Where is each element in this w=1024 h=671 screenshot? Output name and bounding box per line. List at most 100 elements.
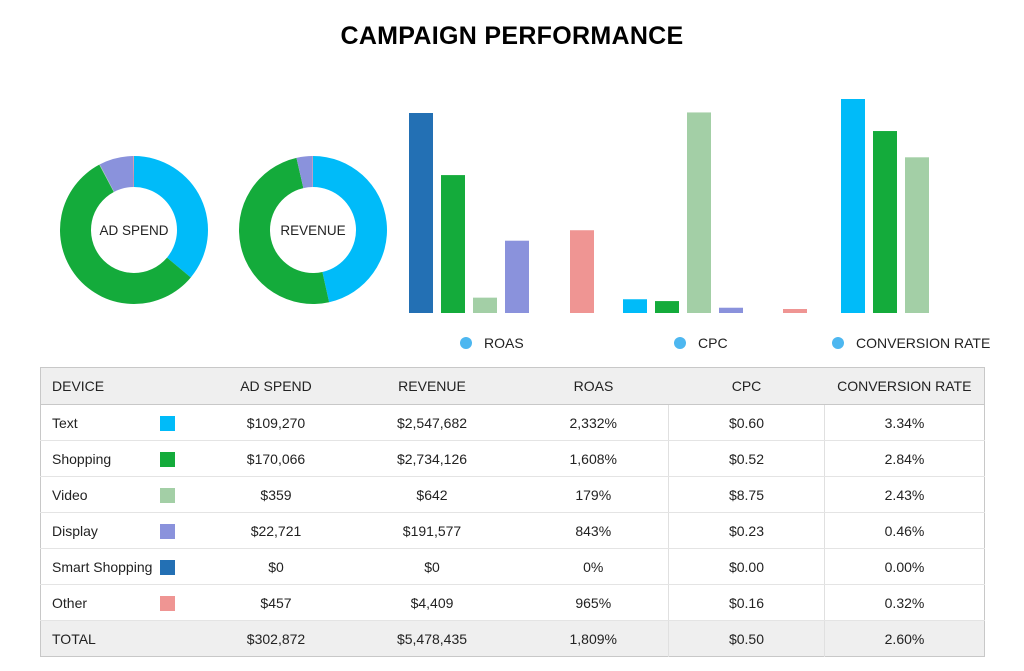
device-cell: Other [40,584,159,621]
cpc-cell: $0.52 [668,440,825,477]
bar-cpc-shopping [655,301,679,313]
revenue-cell: $642 [345,476,519,513]
color-swatch-cell [158,476,207,513]
ad-spend-cell: $359 [206,476,346,513]
color-swatch-cell [158,440,207,477]
legend-dot-icon [460,337,472,349]
ad-spend-cell: $457 [206,584,346,621]
donut-slice-text [134,156,209,278]
revenue-cell: $191,577 [345,512,519,549]
conversion-rate-cell: 3.34% [824,404,985,441]
donut-slice-shopping [238,157,330,305]
revenue-cell: $0 [345,548,519,585]
chart-title: CAMPAIGN PERFORMANCE [340,22,684,50]
conversion-rate-cell: 2.84% [824,440,985,477]
donut-slice-other [133,156,134,188]
header-revenue: REVENUE [345,367,519,405]
roas-cell: 179% [518,476,669,513]
cpc-cell: $8.75 [668,476,825,513]
empty-cell [158,620,207,657]
table-row: Other $457 $4,409 965% $0.16 0.32% [40,584,985,621]
bar-roas-other [570,230,594,313]
table-row: Text $109,270 $2,547,682 2,332% $0.60 3.34% [40,404,985,441]
device-table: DEVICE AD SPEND REVENUE ROAS CPC CONVERS… [40,367,985,657]
roas-cell: 965% [518,584,669,621]
bar-conversion-rate-video [905,157,929,313]
conversion-rate-cell: 0.00% [824,548,985,585]
donut-slice-text [313,156,387,303]
color-swatch-cell [158,512,207,549]
legend-label-roas: ROAS [484,335,524,351]
conversion-rate-cell: 2.43% [824,476,985,513]
table-header-row: DEVICE AD SPEND REVENUE ROAS CPC CONVERS… [40,367,985,405]
donut-slice-video [99,164,115,193]
color-swatch-cell [158,548,207,585]
header-cpc: CPC [668,367,825,405]
color-swatch [159,523,175,539]
donut-slice-display [99,156,134,192]
bar-cpc-text [623,299,647,313]
roas-cell: 2,332% [518,404,669,441]
cpc-cell: $0.60 [668,404,825,441]
color-swatch [159,451,175,467]
bar-roas-shopping [441,175,465,313]
ad-spend-cell: $22,721 [206,512,346,549]
total-revenue-cell: $5,478,435 [345,620,519,657]
color-swatch [159,415,175,431]
header-roas: ROAS [518,367,669,405]
table-row: Display $22,721 $191,577 843% $0.23 0.46% [40,512,985,549]
legend-item-cpc: CPC [674,335,728,351]
table-total-row: TOTAL $302,872 $5,478,435 1,809% $0.50 2.60% [40,620,985,657]
donut-slice-shopping [60,164,191,304]
total-ad-spend-cell: $302,872 [206,620,346,657]
revenue-cell: $2,547,682 [345,404,519,441]
roas-cell: 1,608% [518,440,669,477]
color-swatch [159,595,175,611]
header-ad-spend: AD SPEND [206,367,346,405]
color-swatch-cell [158,404,207,441]
device-cell: Text [40,404,159,441]
roas-cell: 0% [518,548,669,585]
legend-dot-icon [674,337,686,349]
total-conversion-rate-cell: 2.60% [824,620,985,657]
total-label-cell: TOTAL [40,620,159,657]
color-swatch [159,559,175,575]
donut-center-label: REVENUE [280,223,345,238]
total-cpc-cell: $0.50 [668,620,825,657]
revenue-cell: $2,734,126 [345,440,519,477]
device-cell: Shopping [40,440,159,477]
revenue-cell: $4,409 [345,584,519,621]
table-row: Video $359 $642 179% $8.75 2.43% [40,476,985,513]
bar-chart [409,99,929,313]
header-conversion-rate: CONVERSION RATE [824,367,985,405]
bar-conversion-rate-text [841,99,865,313]
legend-item-roas: ROAS [460,335,524,351]
device-cell: Smart Shopping [40,548,159,585]
bar-roas-video [473,297,497,313]
roas-cell: 843% [518,512,669,549]
cpc-cell: $0.23 [668,512,825,549]
table-row: Shopping $170,066 $2,734,126 1,608% $0.52 2.8… [40,440,985,477]
legend-dot-icon [832,337,844,349]
bar-cpc-other [783,309,807,313]
bar-roas-smart-shopping [409,113,433,313]
cpc-cell: $0.00 [668,548,825,585]
bar-cpc-video [687,112,711,313]
color-swatch [159,487,175,503]
table-row: Smart Shopping $0 $0 0% $0.00 0.00% [40,548,985,585]
header-device: DEVICE [40,367,207,405]
donut-slice-video [296,157,304,189]
conversion-rate-cell: 0.46% [824,512,985,549]
color-swatch-cell [158,584,207,621]
donut-slice-display [296,156,313,189]
legend-label-cpc: CPC [698,335,728,351]
donut-chart-ad-spend: AD SPEND [60,156,209,304]
legend-item-conversion-rate: CONVERSION RATE [832,335,990,351]
device-cell: Display [40,512,159,549]
legend-label-conversion-rate: CONVERSION RATE [856,335,991,351]
donut-center-label: AD SPEND [99,223,168,238]
device-cell: Video [40,476,159,513]
bar-roas-display [505,240,529,313]
bar-cpc-display [719,307,743,313]
bar-conversion-rate-shopping [873,131,897,313]
